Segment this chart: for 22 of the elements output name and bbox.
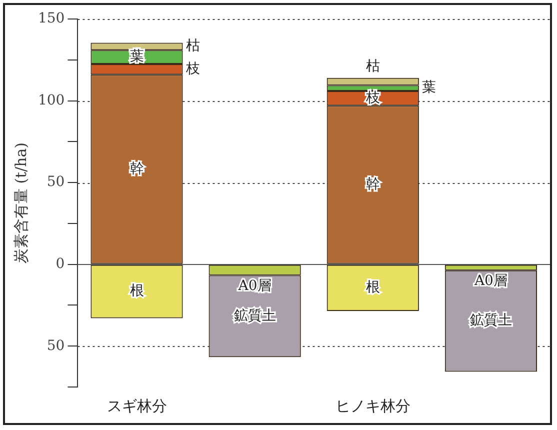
text: A0層 [474, 273, 508, 290]
series-label: 根 [366, 280, 380, 296]
series-label: 枝 [364, 90, 380, 106]
text: 枝 [186, 60, 200, 77]
y-tick-label: 100 [38, 92, 65, 108]
series-label: 枯 [186, 38, 200, 54]
series-label: 葉 [130, 48, 144, 65]
y-tick-label: 0 [56, 256, 65, 272]
y-tick-label: 50 [46, 174, 65, 190]
text: 幹 [130, 160, 144, 177]
text: 葉 [422, 80, 436, 96]
series-label: A0層 [237, 278, 272, 294]
series-label: 幹 [366, 176, 380, 192]
series-label: 鉱質土 [470, 312, 512, 329]
y-axis-title: 炭素含有量 (t/ha) [12, 142, 30, 264]
text: 鉱質土 [234, 308, 276, 324]
y-tick-label: 150 [38, 10, 65, 27]
x-tick-label: スギ林分 [106, 396, 167, 415]
x-tick-label: ヒノキ林分 [335, 396, 410, 415]
text: 枯 [366, 58, 380, 75]
y-tick-label: 50 [46, 338, 65, 354]
text: 根 [130, 283, 144, 300]
